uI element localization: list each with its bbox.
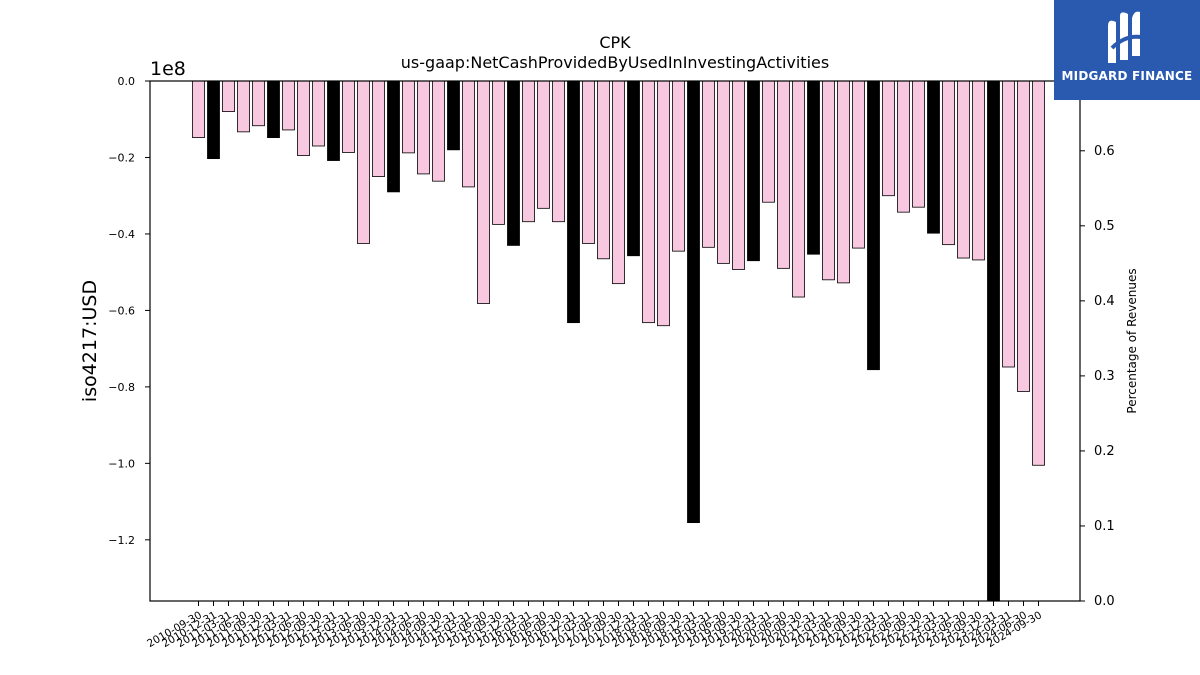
bar-2016-03-31 [522,80,535,223]
bar-2018-03-31 [642,80,655,324]
x-axis: 2010-09-302010-12-312011-03-312011-06-30… [145,601,1044,650]
bar-2013-03-31 [342,80,355,153]
bar-2023-03-31 [942,80,955,246]
bar-group [192,80,1045,602]
bar-2015-03-31 [462,80,475,188]
bar-2024-09-30 [1032,80,1045,466]
y2-tick-label: 0.3 [1094,369,1115,384]
y2-tick-label: 0.0 [1094,594,1115,609]
chart-title: CPK [599,33,631,52]
bar-2012-06-30 [297,80,310,156]
bar-2010-12-31 [207,80,220,160]
bar-2011-06-30 [237,80,250,133]
y2-tick-label: 0.2 [1094,444,1115,459]
bar-2019-06-30 [717,80,730,264]
bar-2020-06-30 [777,80,790,269]
bar-2014-06-30 [417,80,430,175]
bar-2022-09-30 [912,80,925,208]
bar-2011-03-31 [222,80,235,112]
bar-2013-06-30 [357,80,370,244]
bar-2023-09-30 [972,80,985,261]
y-tick-label: −0.8 [108,381,135,394]
midgard-logo-icon [1108,11,1147,64]
y-tick-label: −1.0 [108,457,135,470]
y2-tick-label: 0.6 [1094,144,1115,159]
bar-2013-09-30 [372,80,385,177]
y2-tick-label: 0.4 [1094,294,1115,309]
logo-text: MIDGARD FINANCE [1061,69,1193,83]
bar-2022-03-31 [882,80,895,197]
bar-2021-03-31 [822,80,835,281]
y-tick-label: −0.4 [108,228,135,241]
bar-2011-09-30 [252,80,265,127]
y-tick-label: −0.2 [108,151,135,164]
y-tick-label: −1.2 [108,534,135,547]
bar-2017-12-31 [627,80,640,257]
bar-2017-06-30 [597,80,610,260]
plot-frame [149,80,1081,602]
bar-2019-09-30 [732,80,745,270]
bar-2023-12-31 [987,80,1000,602]
bar-2021-12-31 [867,80,880,371]
bar-2015-06-30 [477,80,490,304]
bar-2012-09-30 [312,80,325,147]
bar-2018-12-31 [687,80,700,524]
bar-2024-03-31 [1002,80,1015,368]
bar-2021-06-30 [837,80,850,284]
bar-2016-12-31 [567,80,580,324]
bar-2019-12-31 [747,80,760,262]
y2-tick-label: 0.5 [1094,219,1115,234]
bar-2022-12-31 [927,80,940,234]
bar-2014-12-31 [447,80,460,151]
y2-axis: 0.0 0.1 0.2 0.3 0.4 0.5 0.6 [1080,144,1115,609]
y-tick-label: 0.0 [118,75,136,88]
bar-2015-09-30 [492,80,505,225]
bar-2017-09-30 [612,80,625,285]
bar-2012-03-31 [282,80,295,131]
bar-2011-12-31 [267,80,280,138]
bar-2016-09-30 [552,80,565,223]
bar-2018-09-30 [672,80,685,252]
y-tick-label: −0.6 [108,304,135,317]
bar-2024-06-30 [1017,80,1030,392]
bar-2021-09-30 [852,80,865,249]
bar-2020-12-31 [807,80,820,255]
y-axis: 0.0 −0.2 −0.4 −0.6 −0.8 −1.0 −1.2 [108,75,150,547]
bar-2018-06-30 [657,80,670,327]
y-offset-label: 1e8 [150,58,186,80]
y2-axis-label: Percentage of Revenues [1125,268,1139,413]
bar-2010-09-30 [192,80,205,138]
bar-2020-03-31 [762,80,775,203]
y2-tick-label: 0.1 [1094,519,1115,534]
bar-2017-03-31 [582,80,595,244]
bar-2015-12-31 [507,80,520,246]
bar-2012-12-31 [327,80,340,161]
bar-2016-06-30 [537,80,550,209]
bar-2014-03-31 [402,80,415,154]
bar-2014-09-30 [432,80,445,182]
bar-2020-09-30 [792,80,805,298]
midgard-finance-logo: MIDGARD FINANCE [1054,0,1200,100]
chart-subtitle: us-gaap:NetCashProvidedByUsedInInvesting… [401,53,829,72]
bar-2019-03-31 [702,80,715,248]
bar-2023-06-30 [957,80,970,259]
bar-2022-06-30 [897,80,910,213]
y-axis-label: iso4217:USD [79,280,101,402]
bar-2013-12-31 [387,80,400,193]
